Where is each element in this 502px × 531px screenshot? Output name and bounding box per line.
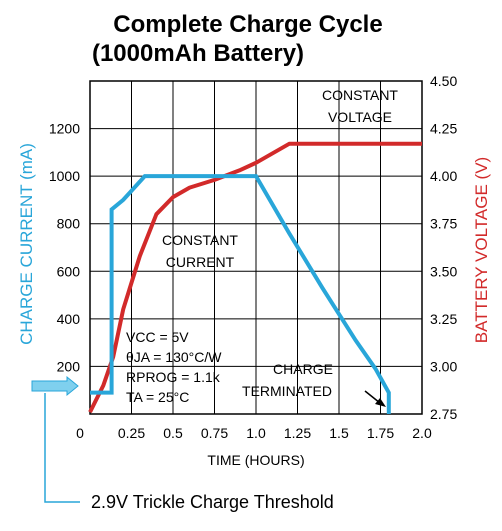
x-tick-label: 2.0 [412,425,432,441]
y-left-tick-label: 1000 [49,168,80,184]
chart-title-line1: Complete Charge Cycle [113,11,382,38]
y-left-tick-label: 400 [57,311,81,327]
y-right-tick-label: 4.00 [430,168,457,184]
y-left-tick-label: 800 [57,216,81,232]
x-tick-label: 0 [76,425,84,441]
y-right-tick-label: 3.75 [430,216,457,232]
x-tick-label: 1.0 [246,425,266,441]
constant-current-line1: CONSTANT [162,232,238,248]
param-vcc: VCC = 5V [126,329,189,345]
param-theta-ja: θJA = 130°C/W [126,349,222,365]
param-rprog: RPROG = 1.1k [126,369,221,385]
charge-terminated-line1: CHARGE [273,361,333,377]
y-right-tick-label: 3.00 [430,358,457,374]
x-tick-label: 1.25 [284,425,311,441]
x-axis-label: TIME (HOURS) [207,452,304,468]
y-left-tick-label: 600 [57,263,81,279]
x-tick-label: 0.5 [163,425,183,441]
trickle-threshold-marker [31,375,80,503]
y-right-tick-label: 3.50 [430,263,457,279]
trickle-threshold-label: 2.9V Trickle Charge Threshold [91,492,334,512]
plot-frame [89,80,423,415]
constant-voltage-line2: VOLTAGE [328,109,392,125]
param-ta: TA = 25°C [126,389,189,405]
x-tick-label: 0.75 [201,425,228,441]
constant-current-line2: CURRENT [166,254,235,270]
y-left-tick-label: 200 [57,358,81,374]
x-tick-label: 0.25 [118,425,145,441]
terminated-arrow [364,390,386,407]
y-right-tick-label: 4.50 [430,73,457,89]
x-tick-label: 1.75 [367,425,394,441]
charge-terminated-line2: TERMINATED [242,383,332,399]
y-left-tick-labels: 200 400 600 800 1000 1200 [49,121,80,375]
y-left-tick-label: 1200 [49,121,80,137]
y-right-axis-label: BATTERY VOLTAGE (V) [472,157,491,343]
y-right-tick-label: 3.25 [430,311,457,327]
y-right-tick-label: 4.25 [430,121,457,137]
constant-voltage-line1: CONSTANT [322,87,398,103]
current-series-line [90,174,391,414]
y-left-axis-label: CHARGE CURRENT (mA) [17,143,36,345]
x-tick-label: 1.5 [329,425,349,441]
y-right-tick-label: 2.75 [430,406,457,422]
chart-title-line2: (1000mAh Battery) [92,40,304,67]
y-right-tick-labels: 2.75 3.00 3.25 3.50 3.75 4.00 4.25 4.50 [430,73,457,422]
x-tick-labels: 0 0.25 0.5 0.75 1.0 1.25 1.5 1.75 2.0 [76,425,432,441]
